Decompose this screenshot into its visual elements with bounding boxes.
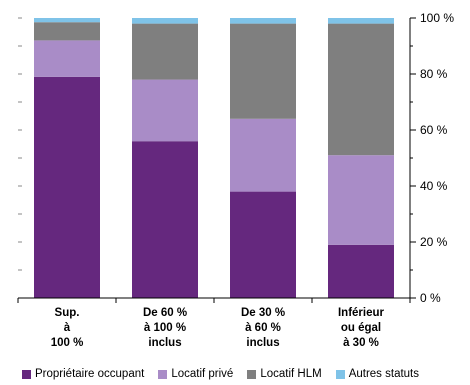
x-tick-label: De 60 % à 100 % inclus	[142, 307, 188, 349]
legend-item: Autres statuts	[335, 368, 419, 380]
y-tick-label: 20 %	[420, 235, 448, 249]
legend-label: Autres statuts	[348, 368, 419, 380]
y-tick-label: 40 %	[420, 179, 448, 193]
bar-segment	[328, 18, 394, 24]
bar-segment	[328, 23, 394, 156]
bar-segment	[230, 118, 296, 192]
bar-segment	[34, 18, 100, 23]
legend-swatch	[247, 369, 257, 379]
legend-swatch	[22, 369, 31, 379]
y-tick-label: 0 %	[420, 291, 441, 305]
legend-item: Locatif privé	[158, 368, 233, 380]
legend: Propriétaire occupant Locatif privé Locati…	[22, 368, 419, 380]
legend-label: Locatif HLM	[260, 368, 322, 380]
bar-segment	[132, 141, 198, 298]
bar-segment	[132, 18, 198, 24]
y-tick-label: 60 %	[420, 123, 448, 137]
bar-segment	[34, 40, 100, 77]
bar-segment	[132, 23, 198, 80]
bar-segment	[34, 22, 100, 41]
bar-segment	[34, 76, 100, 298]
bar-segment	[328, 244, 394, 298]
x-tick-label: Sup. à 100 %	[50, 307, 84, 349]
legend-label: Locatif privé	[171, 368, 234, 380]
bar-segment	[230, 191, 296, 298]
bar-segment	[328, 155, 394, 245]
legend-swatch	[335, 369, 345, 379]
x-tick-label: De 30 % à 60 % inclus	[240, 307, 286, 349]
legend-item: Propriétaire occupant	[22, 368, 144, 380]
legend-swatch	[158, 369, 168, 379]
legend-item: Locatif HLM	[247, 368, 322, 380]
bar-segment	[230, 23, 296, 119]
bar-segment	[230, 18, 296, 24]
legend-label: Propriétaire occupant	[35, 368, 145, 380]
y-tick-label: 100 %	[420, 11, 455, 25]
y-tick-label: 80 %	[420, 67, 448, 81]
bar-segment	[132, 79, 198, 142]
x-tick-label: Inférieur ou égal à 30 %	[337, 307, 384, 349]
